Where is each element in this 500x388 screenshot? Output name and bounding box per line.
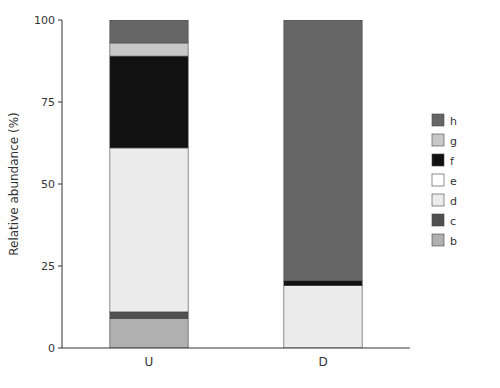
legend-swatch (432, 134, 444, 146)
legend-label: c (450, 215, 456, 228)
legend: hgfedcb (432, 114, 457, 248)
legend-swatch (432, 214, 444, 226)
bar-segment (110, 56, 188, 148)
chart: 0255075100Relative abundance (%)UDhgfedc… (0, 0, 500, 388)
bar-segment (110, 20, 188, 43)
legend-swatch (432, 194, 444, 206)
y-axis: 0 25 50 75 100 (34, 14, 62, 355)
y-tick-label: 75 (41, 96, 55, 109)
bar-segment (284, 286, 362, 348)
y-tick (58, 348, 62, 349)
y-tick (58, 184, 62, 185)
legend-swatch (432, 234, 444, 246)
x-axis: UD (62, 348, 410, 369)
y-tick-label: 25 (41, 260, 55, 273)
bar-segment (110, 318, 188, 348)
x-axis-line (62, 348, 410, 349)
y-tick (58, 266, 62, 267)
legend-label: d (450, 195, 457, 208)
bar-segment (110, 312, 188, 319)
y-tick-label: 100 (34, 14, 55, 27)
legend-label: b (450, 235, 457, 248)
y-tick (58, 102, 62, 103)
y-tick-label: 50 (41, 178, 55, 191)
legend-label: g (450, 135, 457, 148)
y-tick-label: 0 (48, 342, 55, 355)
bar-segment (284, 281, 362, 286)
bars (110, 20, 362, 348)
y-axis-label: Relative abundance (%) (7, 112, 21, 256)
legend-label: h (450, 115, 457, 128)
x-tick-label: U (145, 355, 154, 369)
legend-swatch (432, 154, 444, 166)
legend-swatch (432, 174, 444, 186)
legend-label: e (450, 175, 457, 188)
y-tick (58, 20, 62, 21)
bar-segment (284, 20, 362, 281)
x-tick-label: D (318, 355, 327, 369)
legend-label: f (450, 155, 455, 168)
legend-swatch (432, 114, 444, 126)
bar-segment (110, 43, 188, 56)
bar-segment (110, 148, 188, 312)
